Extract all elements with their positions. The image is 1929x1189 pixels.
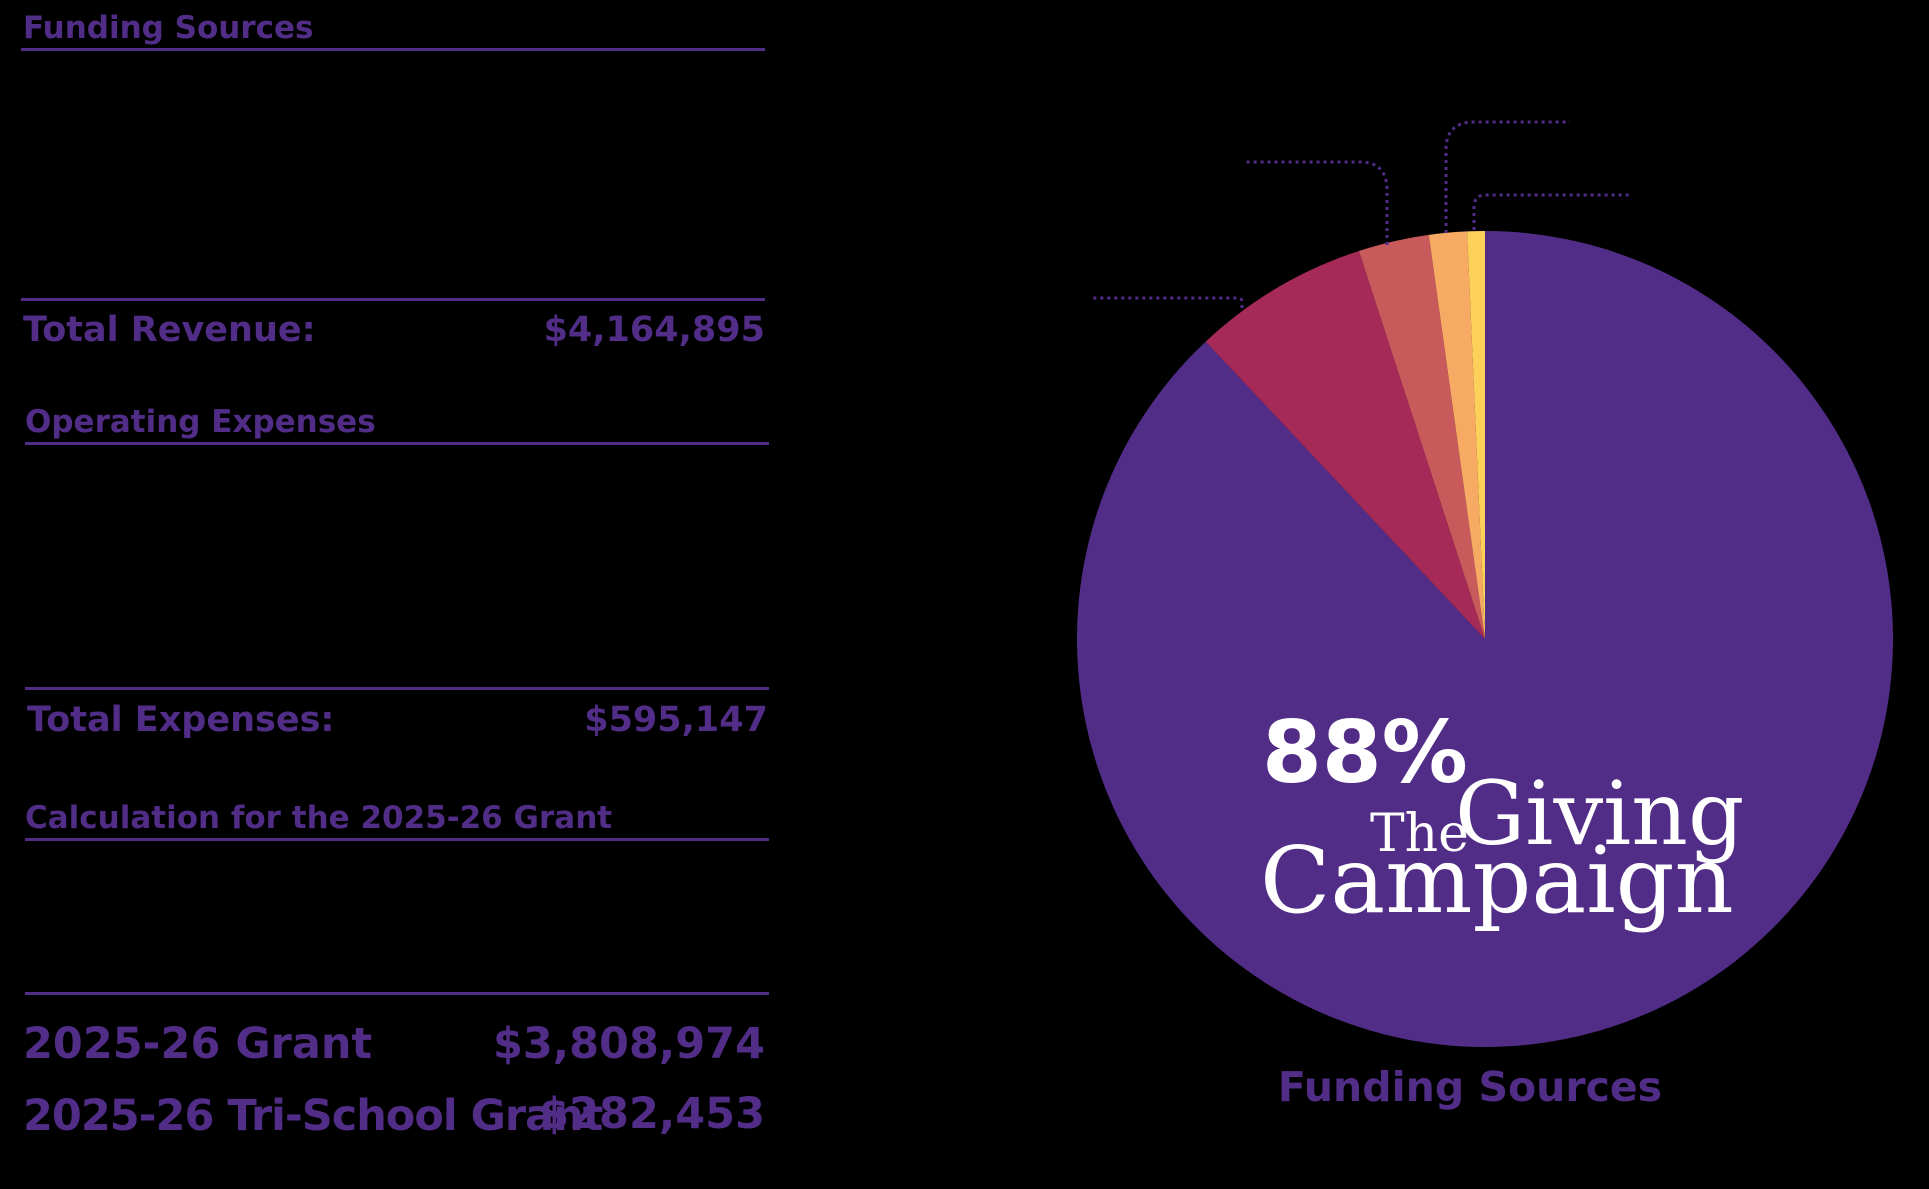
leader-line	[1245, 160, 1389, 245]
pie-slice-5	[1467, 230, 1485, 639]
logo-campaign: Campaign	[1260, 827, 1734, 934]
divider	[25, 442, 769, 445]
leader-line	[1472, 193, 1632, 230]
pie-slice-3	[1358, 234, 1485, 639]
logo-giving: Giving	[1455, 762, 1745, 865]
leader-line	[1444, 120, 1570, 233]
grant-label: 2025-26 Grant	[23, 1019, 373, 1069]
grant-value: $3,808,974	[492, 1019, 765, 1069]
divider	[21, 48, 765, 51]
giving-campaign-logo: The Giving Campaign	[1260, 770, 1744, 945]
total-expenses-value: $595,147	[584, 700, 768, 740]
divider	[21, 298, 765, 301]
pie-slice-4	[1428, 231, 1485, 639]
total-revenue-label: Total Revenue:	[23, 310, 316, 350]
total-revenue-value: $4,164,895	[543, 310, 765, 350]
pie-slice-1	[1076, 231, 1893, 1047]
logo-the: The	[1370, 804, 1469, 864]
chart-title: Funding Sources	[1277, 1063, 1663, 1111]
divider	[25, 687, 769, 690]
divider	[25, 838, 769, 841]
divider	[25, 992, 769, 995]
trischool-grant-label: 2025-26 Tri-School Grant	[23, 1091, 603, 1141]
total-expenses-label: Total Expenses:	[27, 700, 335, 740]
funding-sources-header: Funding Sources	[23, 10, 314, 46]
slice-label-giving-campaign: 88%	[1262, 703, 1468, 803]
pie-slice-2	[1205, 250, 1485, 639]
leader-line	[1091, 296, 1244, 308]
calculation-header: Calculation for the 2025-26 Grant	[25, 800, 613, 836]
trischool-grant-value: $282,453	[539, 1089, 765, 1139]
operating-expenses-header: Operating Expenses	[25, 404, 376, 440]
